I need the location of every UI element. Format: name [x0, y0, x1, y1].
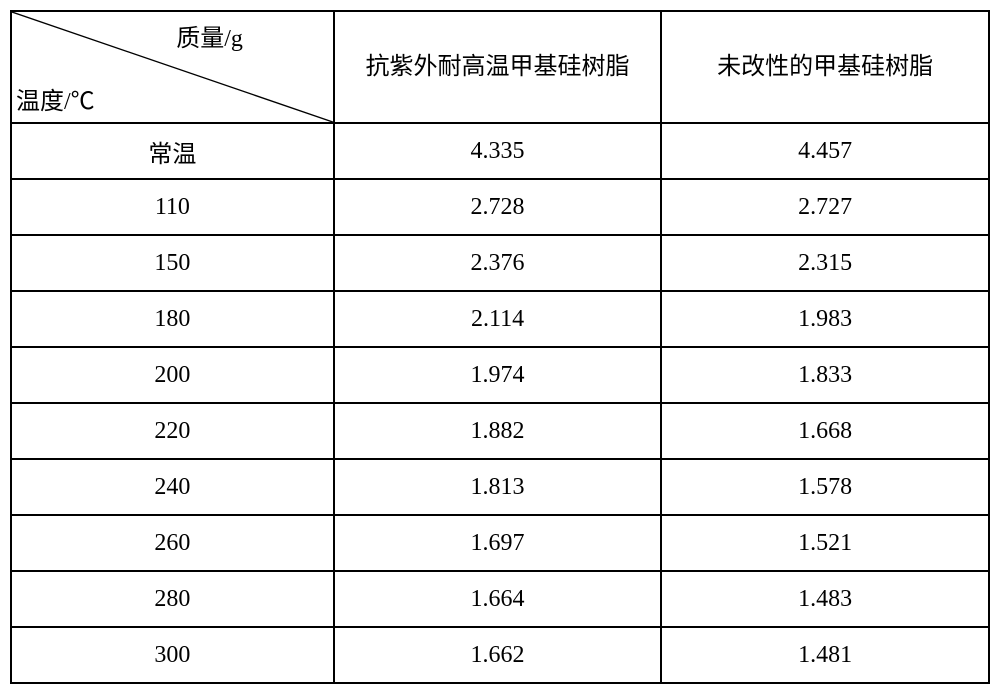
cell-mass-modified: 1.882: [334, 403, 662, 459]
cell-mass-unmodified: 1.483: [661, 571, 989, 627]
cell-mass-unmodified: 1.668: [661, 403, 989, 459]
table-row: 240 1.813 1.578: [11, 459, 989, 515]
cell-mass-modified: 1.664: [334, 571, 662, 627]
cell-mass-modified: 1.813: [334, 459, 662, 515]
table-row: 180 2.114 1.983: [11, 291, 989, 347]
cell-mass-modified: 1.697: [334, 515, 662, 571]
cell-mass-modified: 2.376: [334, 235, 662, 291]
cell-temperature: 常温: [11, 123, 334, 179]
table-corner-diagonal-cell: 质量/g 温度/℃: [11, 11, 334, 123]
data-table: 质量/g 温度/℃ 抗紫外耐高温甲基硅树脂 未改性的甲基硅树脂 常温 4.335…: [10, 10, 990, 684]
cell-mass-modified: 2.728: [334, 179, 662, 235]
cell-temperature: 220: [11, 403, 334, 459]
cell-mass-unmodified: 4.457: [661, 123, 989, 179]
table-row: 260 1.697 1.521: [11, 515, 989, 571]
cell-mass-unmodified: 1.578: [661, 459, 989, 515]
cell-temperature: 200: [11, 347, 334, 403]
cell-mass-modified: 2.114: [334, 291, 662, 347]
cell-mass-unmodified: 2.315: [661, 235, 989, 291]
table-row: 220 1.882 1.668: [11, 403, 989, 459]
cell-mass-unmodified: 1.481: [661, 627, 989, 683]
table-row: 280 1.664 1.483: [11, 571, 989, 627]
cell-temperature: 260: [11, 515, 334, 571]
cell-temperature: 280: [11, 571, 334, 627]
cell-temperature: 300: [11, 627, 334, 683]
mass-vs-temperature-table: 质量/g 温度/℃ 抗紫外耐高温甲基硅树脂 未改性的甲基硅树脂 常温 4.335…: [10, 10, 990, 684]
header-temperature-label: 温度/℃: [16, 81, 95, 116]
table-header-row: 质量/g 温度/℃ 抗紫外耐高温甲基硅树脂 未改性的甲基硅树脂: [11, 11, 989, 123]
cell-mass-unmodified: 1.983: [661, 291, 989, 347]
table-row: 200 1.974 1.833: [11, 347, 989, 403]
header-mass-label: 质量/g: [176, 18, 243, 53]
cell-temperature: 110: [11, 179, 334, 235]
cell-mass-modified: 1.974: [334, 347, 662, 403]
table-row: 150 2.376 2.315: [11, 235, 989, 291]
cell-mass-unmodified: 1.833: [661, 347, 989, 403]
cell-mass-unmodified: 1.521: [661, 515, 989, 571]
column-header-unmodified-resin: 未改性的甲基硅树脂: [661, 11, 989, 123]
table-row: 300 1.662 1.481: [11, 627, 989, 683]
table-row: 常温 4.335 4.457: [11, 123, 989, 179]
cell-mass-modified: 4.335: [334, 123, 662, 179]
table-row: 110 2.728 2.727: [11, 179, 989, 235]
cell-temperature: 150: [11, 235, 334, 291]
cell-temperature: 240: [11, 459, 334, 515]
cell-mass-modified: 1.662: [334, 627, 662, 683]
column-header-modified-resin: 抗紫外耐高温甲基硅树脂: [334, 11, 662, 123]
cell-mass-unmodified: 2.727: [661, 179, 989, 235]
cell-temperature: 180: [11, 291, 334, 347]
